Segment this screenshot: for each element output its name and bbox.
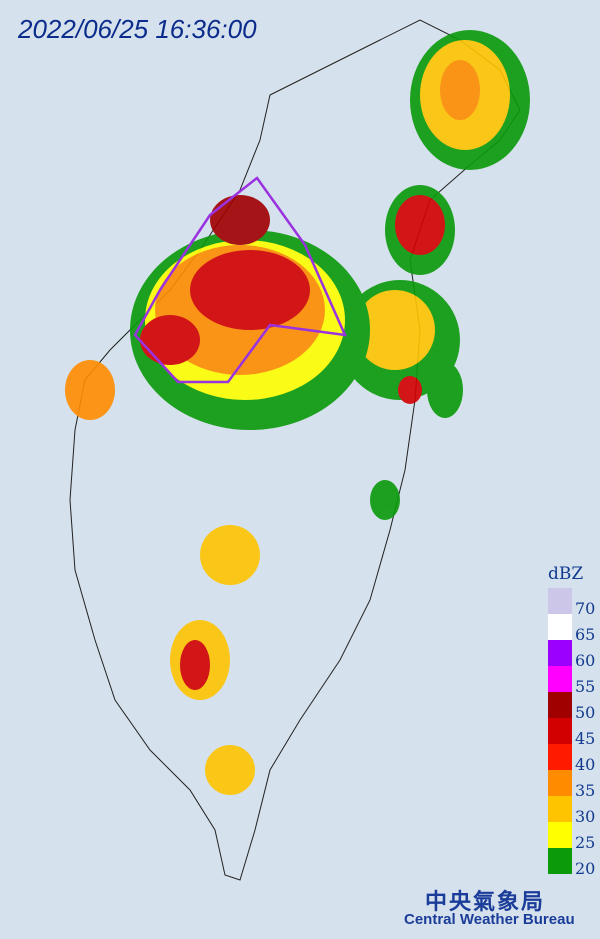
warning-area xyxy=(133,176,348,384)
timestamp: 2022/06/25 16:36:00 xyxy=(18,14,257,44)
radar-echoes xyxy=(65,30,530,795)
scale-segment xyxy=(548,640,572,666)
scale-segment xyxy=(548,796,572,822)
scale-segment xyxy=(548,848,572,874)
legend-unit: dBZ xyxy=(548,564,584,584)
scale-segment xyxy=(548,718,572,744)
scale-segment xyxy=(548,614,572,640)
color-scale xyxy=(548,588,572,874)
scale-segment xyxy=(548,744,572,770)
scale-segment xyxy=(548,822,572,848)
scale-label: 30 xyxy=(575,807,596,826)
scale-segment xyxy=(548,588,572,614)
scale-label: 60 xyxy=(575,651,596,670)
scale-label: 25 xyxy=(575,833,596,852)
scale-segment xyxy=(548,666,572,692)
scale-label: 50 xyxy=(575,703,596,722)
scale-label: 70 xyxy=(575,599,596,618)
scale-label: 55 xyxy=(575,677,596,696)
scale-label: 35 xyxy=(575,781,596,800)
scale-segment xyxy=(548,692,572,718)
scale-label: 45 xyxy=(575,729,596,748)
scale-label: 40 xyxy=(575,755,596,774)
agency-english: Central Weather Bureau xyxy=(404,911,575,928)
scale-label: 20 xyxy=(575,859,596,878)
agency-chinese: 中央氣象局 xyxy=(425,889,546,914)
scale-segment xyxy=(548,770,572,796)
scale-label: 65 xyxy=(575,625,596,644)
